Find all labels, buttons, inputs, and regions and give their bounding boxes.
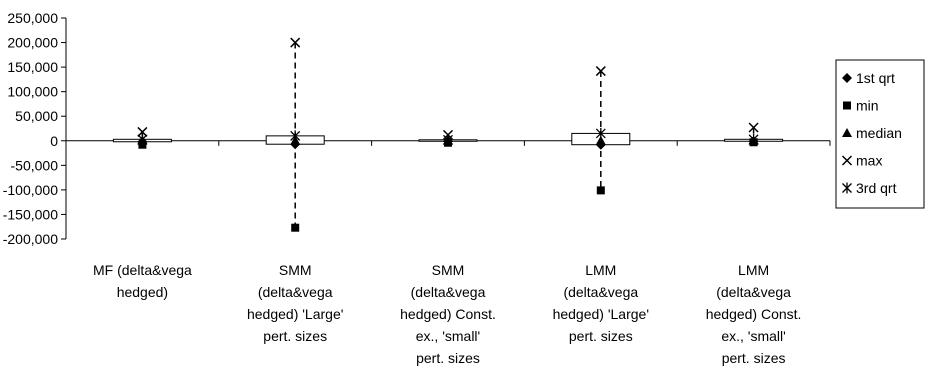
category-label-line: (delta&vega <box>716 284 791 300</box>
y-tick-label: -150,000 <box>3 206 58 222</box>
marker-square <box>596 186 605 195</box>
category-label-line: ex., 'small' <box>416 328 480 344</box>
legend-item: min <box>843 98 879 114</box>
legend-item: 3rd qrt <box>842 180 897 196</box>
y-tick-label: 250,000 <box>7 10 58 26</box>
y-tick-label: -200,000 <box>3 231 58 247</box>
category-label-line: ex., 'small' <box>721 328 785 344</box>
marker-triangle <box>595 135 606 145</box>
category-label-line: (delta&vega <box>563 284 638 300</box>
category-label-line: hedged) <box>117 284 168 300</box>
category-label: SMM (delta&vega hedged) Const. ex., 'small'… <box>400 262 496 366</box>
category-label-line: pert. sizes <box>569 328 633 344</box>
box-group <box>265 37 325 232</box>
marker-asterisk <box>595 127 606 139</box>
marker-x-stroke <box>748 122 759 133</box>
marker-asterisk <box>137 133 148 145</box>
marker-asterisk <box>443 134 453 146</box>
legend-item: 1st qrt <box>842 70 895 86</box>
legend-label: 1st qrt <box>856 70 895 86</box>
legend-marker-x-stroke <box>841 155 853 166</box>
plot-area <box>112 37 784 232</box>
category-label-line: LMM <box>585 262 616 278</box>
y-tick-label: 150,000 <box>7 59 58 75</box>
marker-x <box>748 122 759 133</box>
y-tick-label: 100,000 <box>7 84 58 100</box>
y-tick-label: -100,000 <box>3 182 58 198</box>
x-axis: MF (delta&vega hedged) SMM (delta&vega hedge… <box>65 140 831 366</box>
box-group <box>571 66 631 195</box>
legend-box <box>835 59 925 209</box>
category-label-line: SMM <box>432 262 465 278</box>
y-axis: 250,000 200,000 150,000 100,000 50,000 0 -50,0… <box>3 10 67 247</box>
category-label-line: hedged) Const. <box>706 306 802 322</box>
box-group <box>724 122 784 147</box>
marker-x-stroke <box>595 66 606 77</box>
legend: 1st qrt min median max 3rd qrt <box>835 59 925 209</box>
category-label-line: hedged) 'Large' <box>247 306 343 322</box>
category-label-line: pert. sizes <box>722 350 786 366</box>
category-label-line: hedged) Const. <box>400 306 496 322</box>
category-label-line: pert. sizes <box>263 328 327 344</box>
legend-label: 3rd qrt <box>856 180 897 196</box>
category-label-line: hedged) 'Large' <box>553 306 649 322</box>
legend-item: max <box>841 153 882 169</box>
legend-marker-square <box>843 101 851 110</box>
category-label-line: MF (delta&vega <box>93 262 192 278</box>
legend-label: min <box>856 98 879 114</box>
y-tick-label: -50,000 <box>11 157 59 173</box>
category-label: SMM (delta&vega hedged) 'Large' pert. sizes <box>247 262 343 344</box>
legend-marker-triangle <box>842 128 852 137</box>
y-tick-label: 0 <box>50 133 58 149</box>
marker-asterisk <box>290 130 301 142</box>
marker-x <box>290 37 301 48</box>
category-label-line: pert. sizes <box>416 350 480 366</box>
marker-x <box>595 66 606 77</box>
category-label-line: (delta&vega <box>258 284 333 300</box>
legend-item: median <box>842 125 902 141</box>
category-label-line: (delta&vega <box>411 284 486 300</box>
category-label: LMM (delta&vega hedged) 'Large' pert. sizes <box>553 262 649 344</box>
marker-asterisk <box>748 133 759 145</box>
legend-marker-diamond <box>842 73 852 83</box>
legend-label: max <box>856 153 882 169</box>
marker-x-stroke <box>290 37 301 48</box>
category-label: MF (delta&vega hedged) <box>93 262 192 300</box>
category-label: LMM (delta&vega hedged) Const. ex., 'small'… <box>706 262 802 366</box>
box-group <box>112 126 172 149</box>
category-label-line: LMM <box>738 262 769 278</box>
y-tick-label: 50,000 <box>15 108 58 124</box>
category-label-line: SMM <box>279 262 312 278</box>
y-tick-label: 200,000 <box>7 35 58 51</box>
box-group <box>418 129 478 147</box>
legend-marker-asterisk <box>842 182 852 194</box>
legend-marker-x <box>841 155 853 166</box>
marker-square <box>291 223 300 232</box>
legend-label: median <box>856 125 902 141</box>
marker-x-stroke <box>137 126 148 137</box>
marker-x <box>137 126 148 137</box>
